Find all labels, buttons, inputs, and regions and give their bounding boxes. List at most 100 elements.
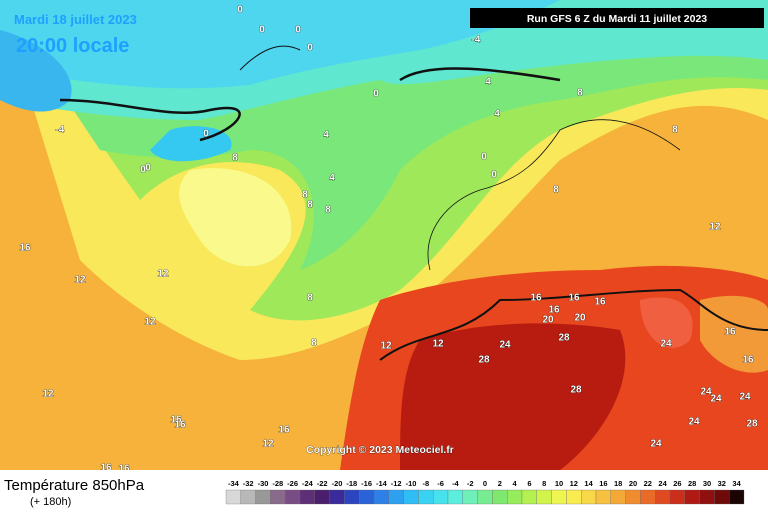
legend-swatch — [270, 489, 286, 505]
map-background — [0, 0, 768, 470]
legend-label: 22 — [644, 479, 652, 488]
contour-label: 12 — [432, 339, 444, 350]
legend-label: -26 — [287, 479, 298, 488]
contour-label: 4 — [485, 77, 491, 88]
legend-label: -34 — [228, 479, 240, 488]
contour-label: 0 — [307, 43, 313, 54]
contour-label: 16 — [100, 463, 112, 474]
forecast-date: Mardi 18 juillet 2023 — [14, 12, 137, 27]
contour-label: 24 — [739, 392, 751, 403]
legend-swatch — [225, 489, 241, 505]
legend-swatch — [521, 489, 537, 505]
legend-label: 4 — [513, 479, 518, 488]
contour-label: 8 — [307, 200, 313, 211]
legend-swatch — [551, 489, 567, 505]
footer-title: Température 850hPa — [4, 477, 145, 494]
contour-label: 28 — [570, 385, 582, 396]
legend-swatch — [610, 489, 626, 505]
legend-label: -2 — [467, 479, 474, 488]
legend-swatch — [714, 489, 730, 505]
contour-label: 8 — [302, 190, 308, 201]
contour-label: 8 — [672, 125, 678, 136]
legend-swatch — [403, 489, 419, 505]
contour-label: 16 — [118, 464, 130, 475]
contour-label: 12 — [262, 439, 274, 450]
contour-label: 16 — [548, 305, 560, 316]
contour-label: 16 — [19, 243, 31, 254]
contour-label: 12 — [144, 317, 156, 328]
legend-swatch — [655, 489, 671, 505]
legend-label: -6 — [437, 479, 444, 488]
contour-label: 28 — [746, 419, 758, 430]
contour-label: 24 — [499, 340, 511, 351]
contour-label: 0 — [295, 25, 301, 36]
contour-label: 16 — [724, 327, 736, 338]
contour-label: 8 — [311, 338, 317, 349]
legend-swatch — [314, 489, 330, 505]
legend-swatch — [462, 489, 478, 505]
contour-label: 16 — [594, 297, 606, 308]
contour-label: 24 — [660, 339, 672, 350]
legend-label: 20 — [629, 479, 637, 488]
legend-label: 34 — [732, 479, 741, 488]
legend-label: 30 — [703, 479, 711, 488]
legend-label: -14 — [376, 479, 388, 488]
legend-label: -22 — [317, 479, 328, 488]
legend-label: -18 — [346, 479, 357, 488]
contour-label: 28 — [478, 355, 490, 366]
legend-label: 0 — [483, 479, 487, 488]
legend-swatch — [255, 489, 271, 505]
contour-label: 28 — [558, 333, 570, 344]
footer-lead: (+ 180h) — [30, 496, 71, 508]
contour-label: 20 — [542, 315, 554, 326]
contour-label: 16 — [174, 420, 186, 431]
contour-label: 16 — [742, 355, 754, 366]
contour-label: 0 — [373, 89, 379, 100]
legend-label: -28 — [272, 479, 283, 488]
legend-swatch — [388, 489, 404, 505]
legend-swatch — [373, 489, 389, 505]
contour-label: 24 — [650, 439, 662, 450]
contour-label: 16 — [568, 293, 580, 304]
contour-label: 24 — [688, 417, 700, 428]
contour-label: 4 — [329, 173, 335, 184]
contour-label: 12 — [157, 269, 169, 280]
legend-label: -30 — [258, 479, 269, 488]
legend-label: 2 — [498, 479, 502, 488]
contour-label: 16 — [170, 415, 182, 426]
run-info: Run GFS 6 Z du Mardi 11 juillet 2023 — [527, 13, 707, 25]
legend-label: -10 — [406, 479, 417, 488]
legend-swatch — [359, 489, 375, 505]
contour-label: -4 — [472, 35, 481, 46]
coastlines — [59, 45, 768, 361]
legend-label: 12 — [570, 479, 578, 488]
legend-swatch — [729, 489, 745, 505]
legend-label: 8 — [542, 479, 546, 488]
legend-swatch — [595, 489, 611, 505]
legend-label: 10 — [555, 479, 563, 488]
contour-label: 16 — [530, 293, 542, 304]
legend-label: -8 — [422, 479, 429, 488]
contour-label: 8 — [307, 293, 313, 304]
contour-label: 24 — [700, 387, 712, 398]
legend-swatch — [492, 489, 508, 505]
contour-label: 0 — [481, 152, 487, 163]
legend-label: -32 — [243, 479, 254, 488]
legend-label: 32 — [718, 479, 726, 488]
color-legend: -34 -32 -30 -28 -26 -24 -22 -20 -18 -16 -14 -12 -10-… — [225, 479, 745, 505]
copyright: Copyright © 2023 Meteociel.fr — [306, 444, 454, 456]
contour-label: 0 — [140, 165, 146, 176]
contour-label: 0 — [237, 5, 243, 16]
contour-label: 0 — [491, 170, 497, 181]
legend-label: -20 — [332, 479, 343, 488]
contour-label: 0 — [259, 25, 265, 36]
legend-swatch — [344, 489, 360, 505]
legend-swatch — [669, 489, 685, 505]
legend-swatch — [329, 489, 345, 505]
legend-swatch — [285, 489, 301, 505]
legend-swatch — [447, 489, 463, 505]
legend-swatch — [507, 489, 523, 505]
legend-swatch — [684, 489, 700, 505]
